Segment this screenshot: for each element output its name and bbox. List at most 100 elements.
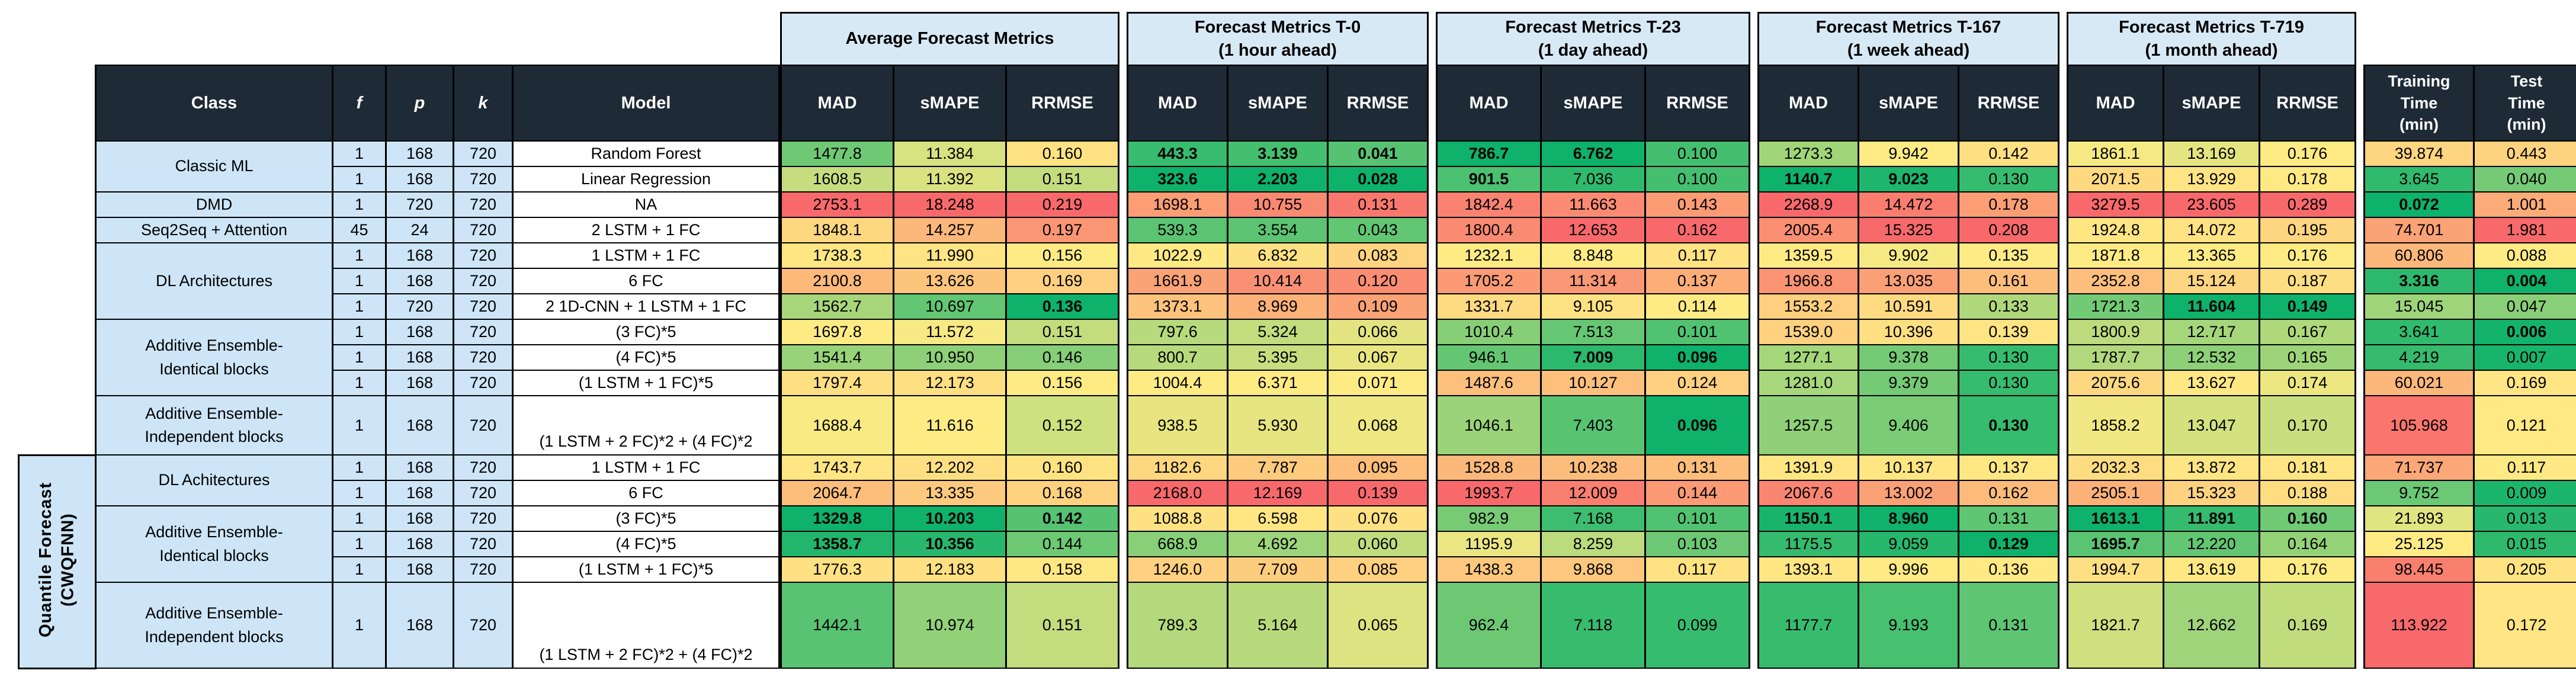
metric-cell: 13.002 xyxy=(1858,480,1959,506)
p-param-cell: 168 xyxy=(385,582,454,669)
metric-cell: 1273.3 xyxy=(1757,140,1859,167)
metric-cell: 797.6 xyxy=(1127,319,1228,345)
metric-cell: 0.139 xyxy=(1327,480,1429,506)
model-cell: 2 LSTM + 1 FC xyxy=(512,217,780,243)
metric-cell: 0.160 xyxy=(1005,140,1119,167)
table-row: 1150.1 8.960 0.131 xyxy=(1757,505,2059,532)
metric-cell: 13.626 xyxy=(893,268,1007,294)
metric-cell: 0.060 xyxy=(1327,531,1429,557)
metric-cell: 1966.8 xyxy=(1757,268,1859,294)
metric-cell: 1373.1 xyxy=(1127,293,1228,320)
metric-cell: 2005.4 xyxy=(1757,217,1859,243)
metric-cell: 0.176 xyxy=(2259,556,2356,583)
k-param-cell: 720 xyxy=(453,242,514,269)
metric-cell: 9.868 xyxy=(1540,556,1646,583)
metric-cell: 5.395 xyxy=(1227,344,1329,371)
model-cell: 1 LSTM + 1 FC xyxy=(512,454,780,481)
table-row: 1359.5 9.902 0.135 xyxy=(1757,242,2059,269)
table-row: 1776.3 12.183 0.158 xyxy=(780,556,1119,583)
metric-cell: 3.139 xyxy=(1227,140,1329,167)
table-row: DL Architectures 1 168 720 1 LSTM + 1 FC xyxy=(18,242,780,320)
model-cell: 6 FC xyxy=(512,268,780,294)
p-param-cell: 168 xyxy=(385,480,454,506)
metric-cell: 12.183 xyxy=(893,556,1007,583)
table-row: 1562.7 10.697 0.136 xyxy=(780,293,1119,320)
metric-cell: 1993.7 xyxy=(1436,480,1542,506)
table-row: 3279.5 23.605 0.289 xyxy=(2067,191,2356,218)
model-cell: (4 FC)*5 xyxy=(512,344,780,371)
table-row: 1273.3 9.942 0.142 xyxy=(1757,140,2059,167)
table-row: 1022.9 6.832 0.083 xyxy=(1127,242,1429,269)
table-row: 962.4 7.118 0.099 xyxy=(1436,582,1750,669)
metric-cell: 12.532 xyxy=(2163,344,2260,371)
table-row: 2268.9 14.472 0.178 xyxy=(1757,191,2059,218)
table-row: 1177.7 9.193 0.131 xyxy=(1757,582,2059,669)
metric-cell: 0.072 xyxy=(2363,191,2475,218)
metric-cell: 0.146 xyxy=(1005,344,1119,371)
metric-cell: 10.127 xyxy=(1540,370,1646,396)
p-param-cell: 24 xyxy=(385,217,454,243)
metric-cell: 21.893 xyxy=(2363,505,2475,532)
metric-cell: 0.170 xyxy=(2259,395,2356,456)
metric-cell: 12.653 xyxy=(1540,217,1646,243)
group-title: Forecast Metrics T-719 xyxy=(2119,17,2304,37)
t23-metrics-group-header: Forecast Metrics T-23 (1 day ahead) xyxy=(1436,12,1750,66)
class-cell: Additive Ensemble- Identical blocks xyxy=(95,319,333,396)
table-row: 1257.5 9.406 0.130 xyxy=(1757,395,2059,456)
metric-cell: 10.697 xyxy=(893,293,1007,320)
t23-metrics-table: MAD sMAPE RRMSE 786.7 6.762 0.100 901.5 7.03… xyxy=(1436,65,1750,669)
f-param-cell: 1 xyxy=(332,242,387,269)
metric-cell: 0.219 xyxy=(1005,191,1119,218)
table-row: 2064.7 13.335 0.168 xyxy=(780,480,1119,506)
table-row: 1 168 720 6 FC xyxy=(18,268,780,294)
table-row: 2753.1 18.248 0.219 xyxy=(780,191,1119,218)
table-row: Additive Ensemble- Independent blocks 1 16… xyxy=(19,582,780,669)
metric-cell: 9.059 xyxy=(1858,531,1959,557)
group-subtitle: (1 hour ahead) xyxy=(1218,41,1337,60)
f-param-cell: 45 xyxy=(332,217,387,243)
table-row: 1553.2 10.591 0.133 xyxy=(1757,293,2059,320)
group-subtitle: (1 week ahead) xyxy=(1847,41,1970,60)
metric-cell: 7.787 xyxy=(1227,454,1329,481)
metric-cell: 0.131 xyxy=(1958,582,2059,669)
metric-cell: 1331.7 xyxy=(1436,293,1542,320)
f-param-cell: 1 xyxy=(332,344,387,371)
t0-metrics-group-header: Forecast Metrics T-0 (1 hour ahead) xyxy=(1127,12,1429,66)
k-param-cell: 720 xyxy=(453,582,514,669)
metric-cell: 9.193 xyxy=(1858,582,1959,669)
mad-column-header: MAD xyxy=(2067,65,2164,142)
metric-cell: 0.169 xyxy=(2473,370,2576,396)
table-row: 323.6 2.203 0.028 xyxy=(1127,166,1429,193)
f-param-cell: 1 xyxy=(332,319,387,345)
p-param-cell: 168 xyxy=(385,319,454,345)
test-time-column-header: Test Time (min) xyxy=(2473,65,2576,142)
metric-cell: 8.960 xyxy=(1858,505,1959,532)
group-title: Average Forecast Metrics xyxy=(845,29,1054,49)
p-param-cell: 168 xyxy=(385,370,454,396)
metric-cell: 0.443 xyxy=(2473,140,2576,167)
f-param-cell: 1 xyxy=(332,166,387,193)
metric-cell: 6.598 xyxy=(1227,505,1329,532)
t719-metrics-group: Forecast Metrics T-719 (1 month ahead) M… xyxy=(2067,12,2356,669)
metric-cell: 11.392 xyxy=(893,166,1007,193)
model-description-block: Class f p k Model Classic ML 1 168 720 Rando… xyxy=(18,12,780,669)
metric-cell: 2505.1 xyxy=(2067,480,2164,506)
table-row: 1721.3 11.604 0.149 xyxy=(2067,293,2356,320)
table-row: 1800.9 12.717 0.167 xyxy=(2067,319,2356,345)
metric-cell: 1698.1 xyxy=(1127,191,1228,218)
metric-cell: 25.125 xyxy=(2363,531,2475,557)
model-cell: 1 LSTM + 1 FC xyxy=(512,242,780,269)
metric-cell: 6.832 xyxy=(1227,242,1329,269)
metric-cell: 1477.8 xyxy=(780,140,894,167)
metric-cell: 1393.1 xyxy=(1757,556,1859,583)
metric-cell: 5.164 xyxy=(1227,582,1329,669)
metric-cell: 12.202 xyxy=(893,454,1007,481)
table-row: 60.806 0.088 xyxy=(2363,242,2576,269)
quantile-column-spacer xyxy=(18,65,96,141)
model-description-table: Class f p k Model Classic ML 1 168 720 Rando… xyxy=(18,65,780,669)
metric-cell: 1776.3 xyxy=(780,556,894,583)
metric-cell: 1329.8 xyxy=(780,505,894,532)
table-row: 1858.2 13.047 0.170 xyxy=(2067,395,2356,456)
metric-cell: 0.041 xyxy=(1327,140,1429,167)
